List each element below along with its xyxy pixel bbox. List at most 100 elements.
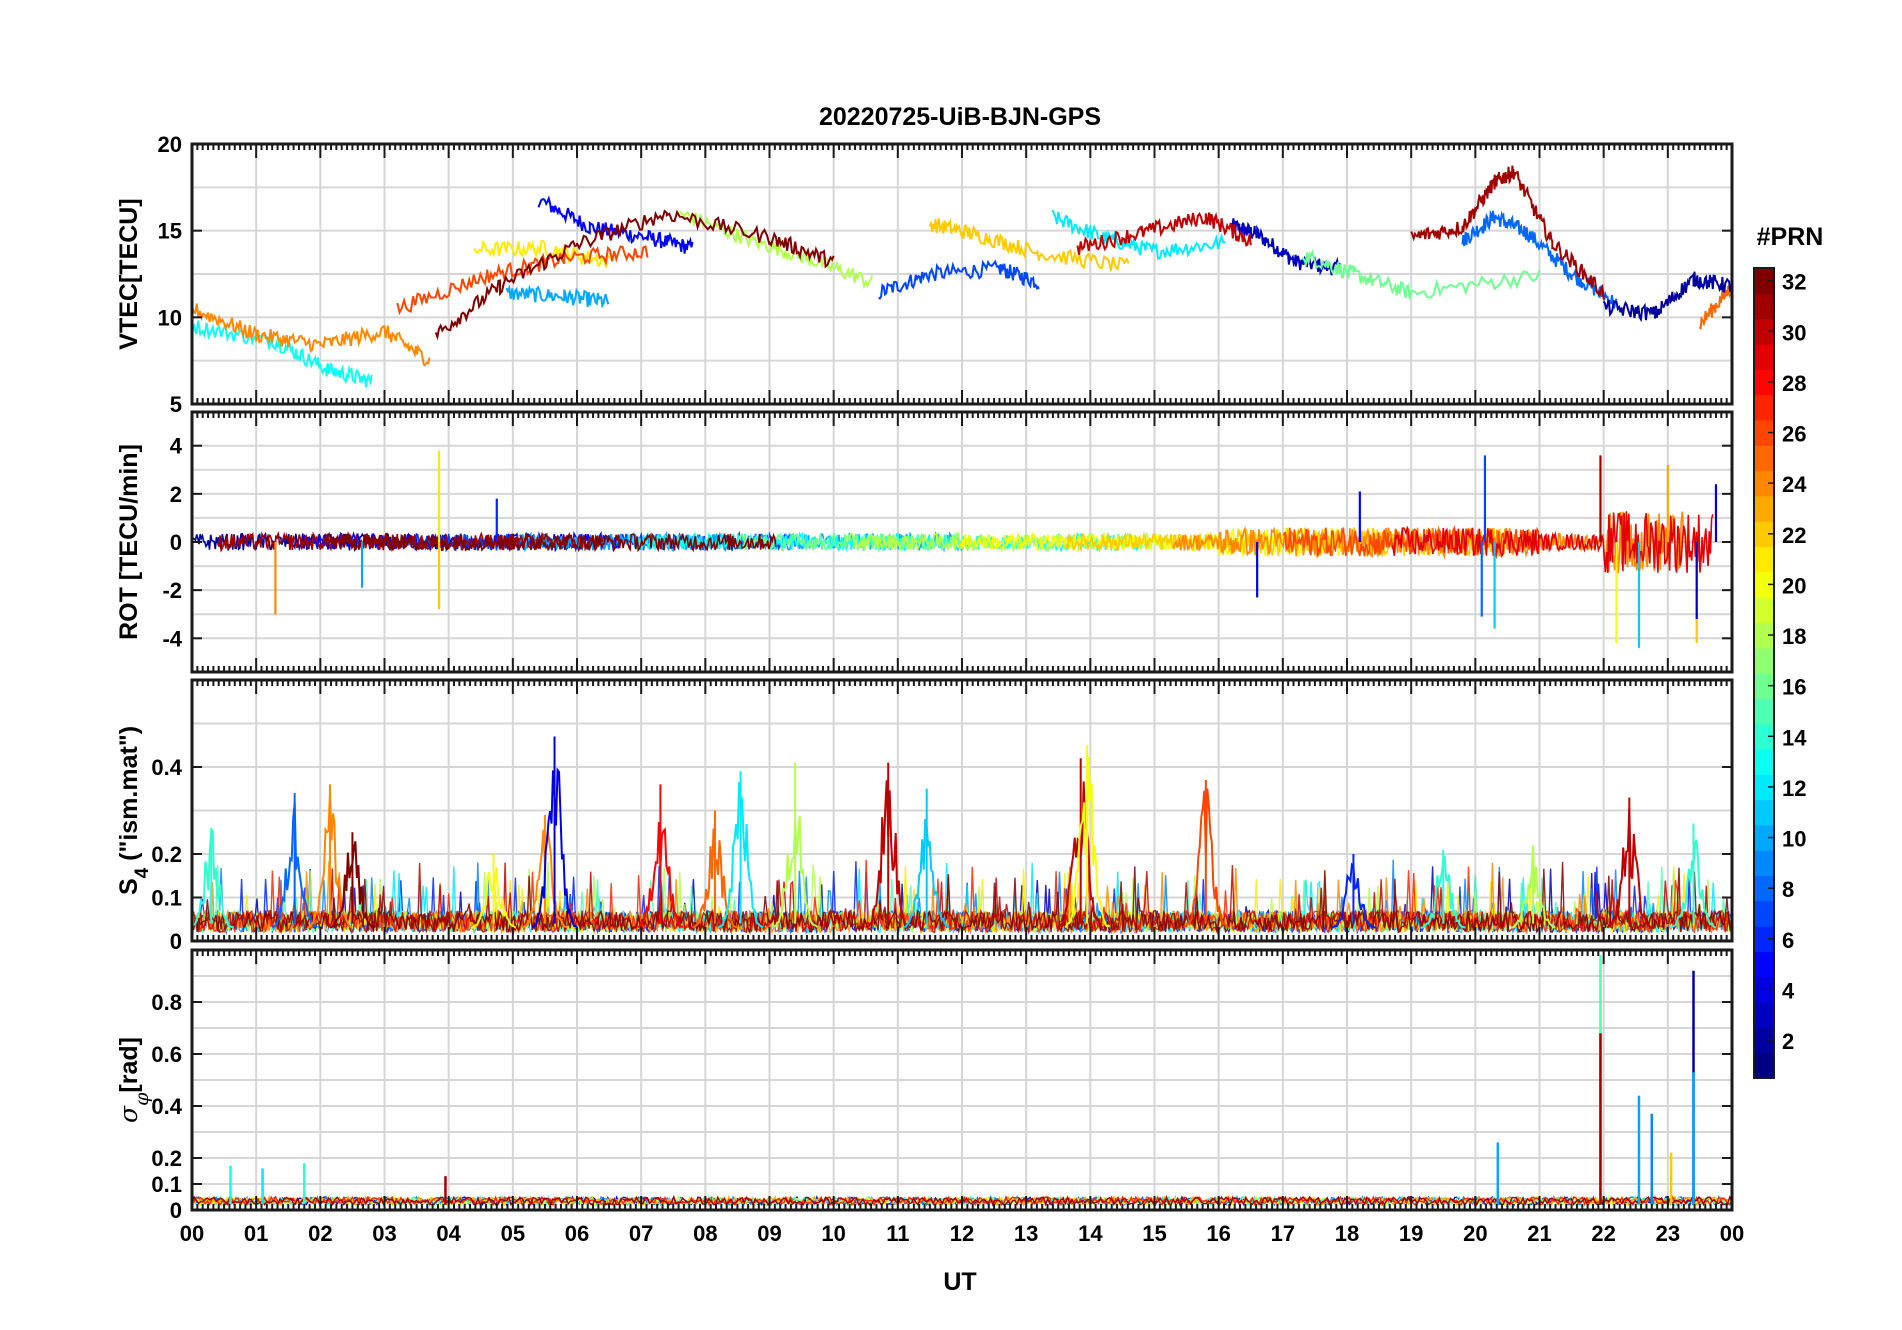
colorbar-tick-label: 28	[1782, 371, 1806, 396]
rot-series-prn-29	[1391, 511, 1714, 573]
rot-y-axis-label: ROT [TECU/min]	[115, 444, 143, 640]
x-tick-label: 01	[244, 1221, 268, 1246]
s4-y-tick-label: 0.4	[151, 755, 182, 780]
colorbar-segment	[1754, 850, 1774, 877]
colorbar-segment	[1754, 571, 1774, 598]
x-tick-label: 11	[886, 1221, 909, 1246]
colorbar-segment	[1754, 723, 1774, 750]
x-tick-label: 06	[565, 1221, 589, 1246]
colorbar-segment	[1754, 698, 1774, 725]
colorbar-segment	[1754, 495, 1774, 522]
x-tick-label: 02	[308, 1221, 332, 1246]
vtec-series-prn-7	[878, 259, 1040, 300]
vtec-data	[192, 165, 1732, 388]
x-tick-label: 00	[180, 1221, 204, 1246]
colorbar-tick-label: 22	[1782, 523, 1806, 548]
colorbar-segment	[1754, 1027, 1774, 1054]
x-tick-label: 04	[436, 1221, 461, 1246]
rot-y-tick-label: 4	[170, 434, 183, 459]
colorbar-segment	[1754, 647, 1774, 674]
x-tick-label: 07	[629, 1221, 653, 1246]
colorbar-segment	[1754, 748, 1774, 775]
vtec-series-prn-13	[192, 320, 373, 388]
vtec-series-prn-8	[1461, 209, 1618, 310]
colorbar-segment	[1754, 1002, 1774, 1028]
colorbar-tick-label: 10	[1782, 827, 1806, 852]
x-tick-label: 10	[821, 1221, 845, 1246]
x-tick-labels: 00 01 02 03 04 05 06 07 08 09 10 11 12 13 14 15 16 17 18 19…	[180, 1221, 1744, 1246]
colorbar-segment	[1754, 774, 1774, 801]
colorbar-segment	[1754, 293, 1774, 320]
x-tick-label: 03	[372, 1221, 396, 1246]
vtec-series-prn-32	[434, 209, 835, 341]
sigma_phi-y-tick-label: 0.6	[151, 1042, 182, 1067]
colorbar-segment	[1754, 470, 1774, 497]
rot-y-tick-label: 0	[170, 530, 182, 555]
x-tick-label: 20	[1463, 1221, 1487, 1246]
colorbar-tick-label: 32	[1782, 270, 1806, 295]
colorbar-frame	[1753, 267, 1775, 1079]
x-tick-label: 05	[501, 1221, 525, 1246]
colorbar-tick-label: 24	[1782, 472, 1807, 497]
colorbar-tick-label: 4	[1782, 978, 1795, 1003]
vtec-series-prn-26	[396, 245, 649, 316]
sigma_phi-y-tick-label: 0.8	[151, 990, 182, 1015]
colorbar-segment	[1754, 875, 1774, 902]
colorbar-segment	[1754, 318, 1774, 345]
sigma_phi-y-axis-label: σφ[rad]	[114, 1037, 153, 1123]
x-tick-label: 14	[1078, 1221, 1103, 1246]
colorbar-segment	[1754, 521, 1774, 548]
vtec-series-prn-2	[1602, 271, 1732, 323]
colorbar-label: #PRN	[1757, 223, 1824, 251]
s4-y-tick-label: 0	[170, 929, 182, 954]
colorbar-segment	[1754, 799, 1774, 826]
vtec-y-axis-label: VTEC[TECU]	[115, 198, 143, 349]
vtec-series-prn-24	[192, 303, 431, 367]
vtec-series-prn-31	[1410, 165, 1605, 300]
rot-y-tick-label: 2	[170, 482, 182, 507]
x-tick-label: 17	[1271, 1221, 1295, 1246]
x-tick-label: 22	[1591, 1221, 1615, 1246]
panel-vtec: 5 10 15 20 VTEC[TECU]	[115, 132, 1734, 417]
vtec-y-tick-label: 5	[170, 392, 182, 417]
vtec-series-prn-22	[928, 218, 1130, 272]
colorbar-segment	[1754, 343, 1774, 370]
vtec-y-tick-label: 15	[158, 219, 182, 244]
rot-data	[192, 450, 1718, 648]
rot-x-ticks	[191, 412, 1733, 672]
rot-series-prn-31	[216, 530, 604, 553]
x-tick-label: 12	[950, 1221, 974, 1246]
rot-series-prn-13	[627, 531, 1143, 553]
colorbar-segment	[1754, 1052, 1774, 1079]
x-tick-label: 21	[1527, 1221, 1551, 1246]
rot-series-prn-32	[325, 531, 777, 553]
vtec-series-prn-16	[1301, 248, 1541, 300]
vtec-series-prn-30	[1076, 211, 1252, 255]
rot-series-prn-7	[409, 530, 796, 553]
colorbar-segment	[1754, 976, 1774, 1003]
colorbar-segment	[1754, 369, 1774, 396]
colorbar-tick-label: 18	[1782, 624, 1806, 649]
chart-title: 20220725-UiB-BJN-GPS	[819, 103, 1101, 131]
x-tick-label: 08	[693, 1221, 717, 1246]
x-tick-label: 16	[1206, 1221, 1230, 1246]
colorbar-segment	[1754, 673, 1774, 699]
x-tick-label: 15	[1142, 1221, 1166, 1246]
vtec-x-ticks	[191, 144, 1733, 404]
colorbar-segment	[1754, 824, 1774, 851]
colorbar-segment	[1754, 900, 1774, 927]
x-tick-label: 23	[1656, 1221, 1680, 1246]
colorbar-segment	[1754, 926, 1774, 953]
vtec-series-prn-25	[1698, 285, 1732, 330]
colorbar-tick-label: 2	[1782, 1029, 1794, 1054]
x-tick-label: 19	[1399, 1221, 1423, 1246]
s4-y-axis-label: S4 ("ism.mat")	[115, 726, 153, 895]
panel-rot: -4 -2 0 2 4 ROT [TECU/min]	[115, 410, 1734, 674]
vtec-series-prn-21	[473, 239, 610, 268]
x-tick-label: 13	[1014, 1221, 1038, 1246]
x-tick-label: 18	[1335, 1221, 1359, 1246]
vtec-series-prn-3	[1230, 218, 1342, 276]
